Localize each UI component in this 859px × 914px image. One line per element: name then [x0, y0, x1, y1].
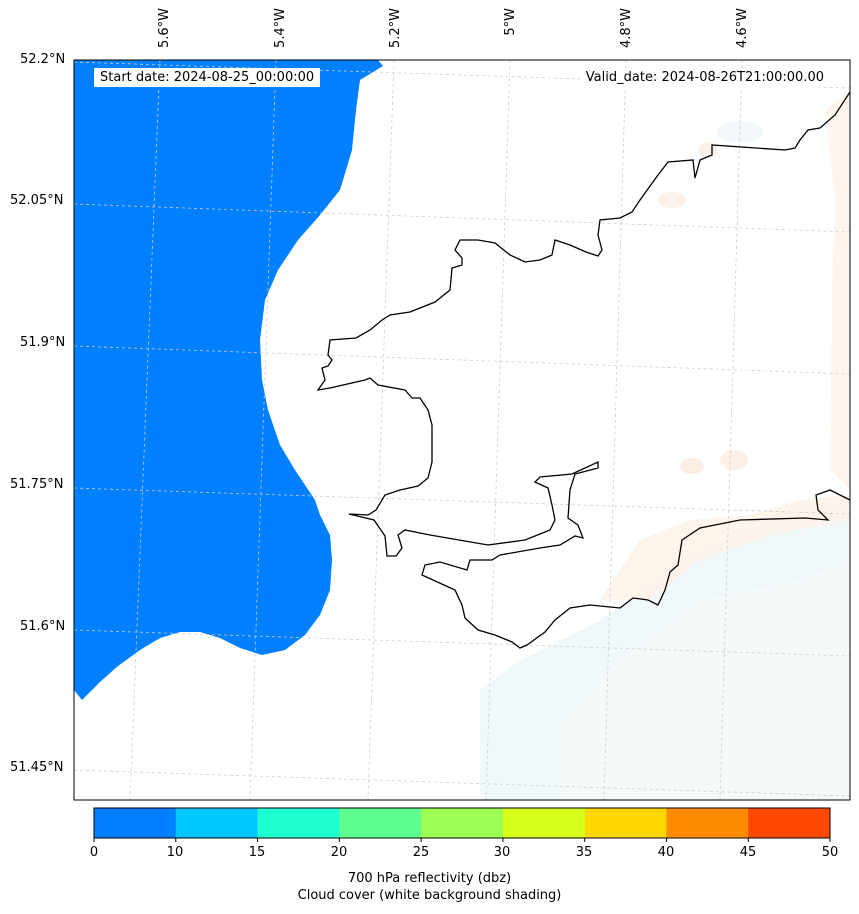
lon-label: 4.8°W [619, 8, 634, 49]
cloud-shading-spot [720, 450, 748, 470]
colorbar-segment [584, 808, 667, 838]
lon-label: 5.2°W [388, 8, 403, 49]
map-border [73, 59, 851, 801]
colorbar-border [93, 807, 831, 839]
lat-label: 51.45°N [10, 760, 64, 775]
colorbar-ticks [93, 838, 831, 842]
valid-date-label: Valid_date: 2024-08-26T21:00:00.00 [579, 68, 830, 87]
lon-label: 5°W [503, 8, 518, 36]
reflectivity-field [74, 60, 383, 700]
lon-label: 5.6°W [157, 8, 172, 49]
colorbar-segment [257, 808, 340, 838]
lat-label: 51.6°N [20, 619, 66, 634]
colorbar-tick-label: 50 [821, 845, 839, 860]
cloud-shading-spot [658, 192, 686, 208]
colorbar-tick-label: 25 [412, 845, 430, 860]
colorbar-segment [421, 808, 504, 838]
coastline [316, 91, 851, 649]
cloud-shading-spot [680, 458, 704, 474]
colorbar-tick-label: 15 [248, 845, 266, 860]
lat-label: 52.05°N [10, 193, 64, 208]
colorbar-segment [94, 808, 177, 838]
lat-label: 51.9°N [20, 335, 66, 350]
colorbar-title: 700 hPa reflectivity (dbz) [347, 871, 512, 886]
lat-label: 52.2°N [20, 52, 66, 67]
colorbar-tick-label: 30 [493, 845, 511, 860]
cloud-shading-spot [698, 142, 718, 158]
lon-label: 4.6°W [735, 8, 750, 49]
colorbar-tick-label: 20 [330, 845, 348, 860]
colorbar-tick-label: 0 [89, 845, 99, 860]
colorbar-subtitle: Cloud cover (white background shading) [297, 888, 562, 903]
colorbar-segment [748, 808, 831, 838]
colorbar-tick-label: 40 [657, 845, 675, 860]
colorbar-segment [175, 808, 259, 838]
colorbar-segment [339, 808, 422, 838]
lon-label: 5.4°W [273, 8, 288, 49]
start-date-label: Start date: 2024-08-25_00:00:00 [94, 68, 321, 87]
cloud-shading-tan [600, 495, 850, 600]
lat-label: 51.75°N [10, 477, 64, 492]
colorbar [94, 808, 831, 838]
colorbar-tick-label: 45 [739, 845, 757, 860]
cloud-shading-tan-right [825, 90, 850, 490]
colorbar-segment [502, 808, 586, 838]
colorbar-tick-label: 10 [166, 845, 184, 860]
cloud-shading-light [560, 560, 850, 800]
colorbar-tick-label: 35 [575, 845, 593, 860]
colorbar-segment [666, 808, 749, 838]
